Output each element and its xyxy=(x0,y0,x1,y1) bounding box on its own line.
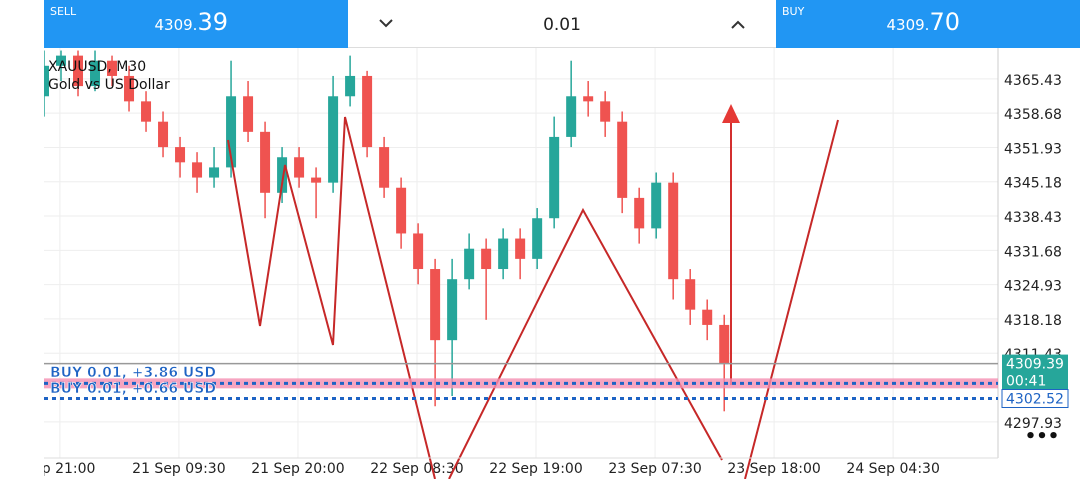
drawings xyxy=(227,104,839,479)
candle-body xyxy=(192,162,203,178)
x-tick-label: 22 Sep 19:00 xyxy=(489,461,582,477)
sell-price-big: 39 xyxy=(197,8,228,36)
y-tick-label: 4351.93 xyxy=(1004,141,1062,157)
candle-body xyxy=(44,65,49,97)
x-axis: Sep 21:00 21 Sep 09:30 21 Sep 20:00 22 Sep … xyxy=(24,461,940,477)
y-tick-label: 4365.43 xyxy=(1004,73,1062,89)
candle-body xyxy=(702,309,713,325)
x-tick-label: 23 Sep 18:00 xyxy=(727,461,820,477)
candle-body xyxy=(260,131,271,193)
candle-body xyxy=(141,101,152,122)
grid: 4365.43 4358.68 4351.93 4345.18 4338.43 4331.… xyxy=(24,48,1062,477)
position-price-box xyxy=(1001,388,1069,408)
symbol: XAUUSD, M30 xyxy=(48,59,146,75)
position-label: BUY 0.01, +3.86 USD xyxy=(50,365,216,381)
position-label: BUY 0.01, +0.66 USD xyxy=(50,381,216,397)
candle-body xyxy=(175,147,186,163)
candle-body xyxy=(90,60,101,87)
candle-body xyxy=(311,177,322,183)
x-tick-label: 22 Sep 08:30 xyxy=(370,461,463,477)
y-tick-label: 4358.68 xyxy=(1004,107,1062,123)
candle-body xyxy=(396,187,407,234)
candle-body xyxy=(430,269,441,341)
candle-body xyxy=(600,101,611,122)
lot-controls: 0.01 xyxy=(379,15,745,35)
candle-body xyxy=(294,157,305,178)
candle-body xyxy=(243,96,254,132)
buy-price: 4309.70 xyxy=(887,8,961,36)
candle-body xyxy=(685,279,696,310)
candle-body xyxy=(532,218,543,259)
y-tick-label: 4345.18 xyxy=(1004,176,1062,192)
x-tick-label: 23 Sep 07:30 xyxy=(608,461,701,477)
candle-body xyxy=(617,121,628,198)
arrow-head xyxy=(722,104,740,123)
sell-label: SELL xyxy=(50,5,77,18)
candle-body xyxy=(56,55,67,66)
description: Gold vs US Dollar xyxy=(48,77,170,93)
sell-price: 4309.39 xyxy=(155,8,229,36)
y-tick-label: 4318.18 xyxy=(1004,313,1062,329)
y-tick-label: 4297.93 xyxy=(1004,416,1062,432)
candle-body xyxy=(158,121,169,148)
lot-value[interactable]: 0.01 xyxy=(543,15,581,35)
candle-body xyxy=(345,75,356,97)
candle-body xyxy=(515,238,526,259)
position-band xyxy=(44,378,998,389)
lot-increase[interactable] xyxy=(731,20,745,29)
y-tick-label: 4331.68 xyxy=(1004,244,1062,260)
bid-label-box xyxy=(1002,354,1068,391)
candle-body xyxy=(549,136,560,219)
zigzag xyxy=(448,207,723,479)
candles xyxy=(44,50,730,412)
candle-body xyxy=(362,75,373,148)
candle-body xyxy=(124,75,135,102)
more-menu[interactable]: ••• xyxy=(1025,426,1060,447)
lot-decrease[interactable] xyxy=(379,19,393,28)
buy-label: BUY xyxy=(782,5,805,18)
candle-body xyxy=(447,279,458,341)
sell-price-main: 4309. xyxy=(154,16,198,34)
candle-body xyxy=(413,233,424,270)
y-tick-label: 4324.93 xyxy=(1004,279,1062,295)
y-tick-label: 4338.43 xyxy=(1004,210,1062,226)
candle-body xyxy=(209,167,220,178)
position-price: 4302.52 xyxy=(1006,391,1064,407)
candle-body xyxy=(226,96,237,168)
candle-body xyxy=(328,96,339,183)
candle-body xyxy=(481,248,492,270)
candle-body xyxy=(379,147,390,188)
candle-body xyxy=(583,96,594,102)
sell-button[interactable]: SELL 4309.39 xyxy=(44,0,348,48)
timer: 00:41 xyxy=(1006,374,1046,390)
candle-body xyxy=(277,157,288,193)
candle-body xyxy=(719,324,730,364)
buy-price-main: 4309. xyxy=(886,16,930,34)
candle-body xyxy=(464,248,475,280)
lot-selector: 0.01 xyxy=(348,0,776,48)
x-tick-label: 21 Sep 09:30 xyxy=(132,461,225,477)
candle-body xyxy=(107,60,118,76)
x-tick-label: 21 Sep 20:00 xyxy=(251,461,344,477)
candle-body xyxy=(73,55,84,87)
buy-button[interactable]: BUY 4309.70 xyxy=(776,0,1080,48)
candle-body xyxy=(651,182,662,229)
buy-price-big: 70 xyxy=(929,8,960,36)
x-tick-label: 24 Sep 04:30 xyxy=(846,461,939,477)
candle-body xyxy=(566,96,577,137)
candle-body xyxy=(668,182,679,280)
trend-line xyxy=(744,119,839,479)
x-tick-label: Sep 21:00 xyxy=(24,461,95,477)
zigzag xyxy=(227,116,436,479)
trade-bar: SELL 4309.39 0.01 BUY 4309.70 xyxy=(0,0,1080,48)
candle-body xyxy=(498,238,509,270)
bid-label: 4309.39 xyxy=(1006,357,1064,373)
candle-body xyxy=(634,197,645,229)
